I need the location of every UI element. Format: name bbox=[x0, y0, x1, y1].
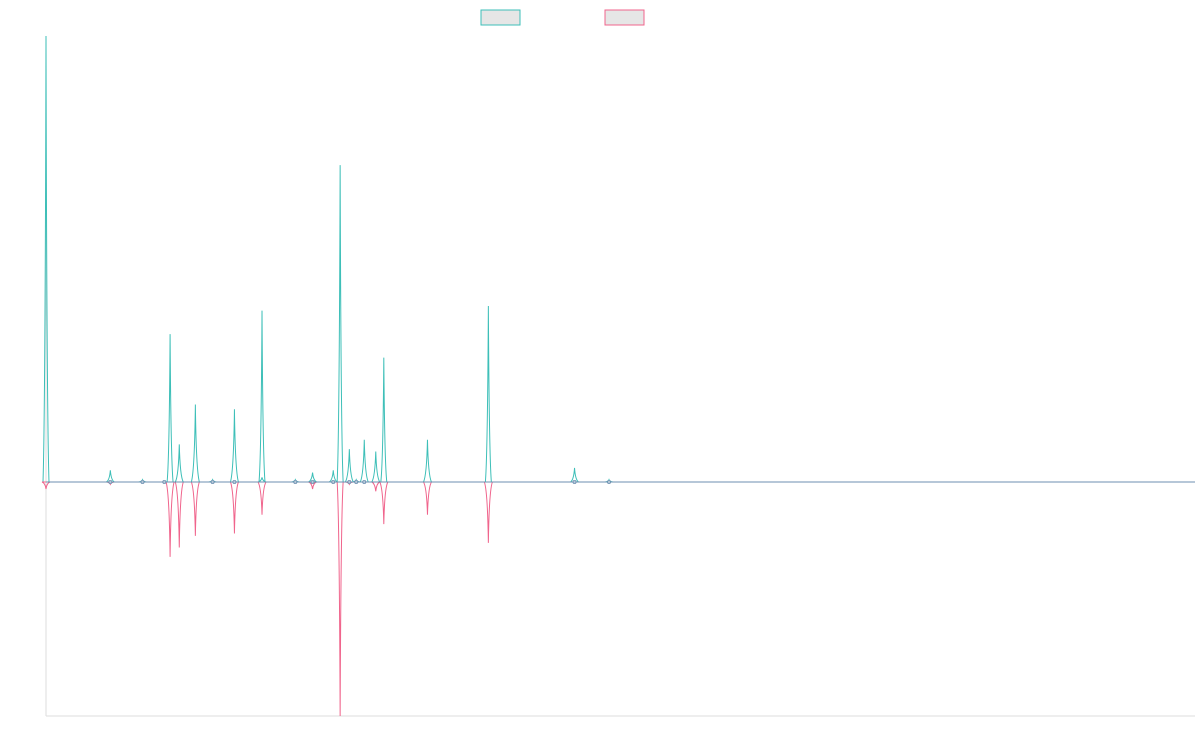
legend-swatch-0[interactable] bbox=[480, 9, 521, 26]
axes bbox=[45, 36, 1195, 717]
legend-swatch-1[interactable] bbox=[604, 9, 645, 26]
series-layer bbox=[41, 35, 1195, 717]
series-line-1 bbox=[41, 481, 1195, 717]
series-line-0 bbox=[42, 35, 1195, 483]
legend[interactable] bbox=[480, 9, 645, 26]
